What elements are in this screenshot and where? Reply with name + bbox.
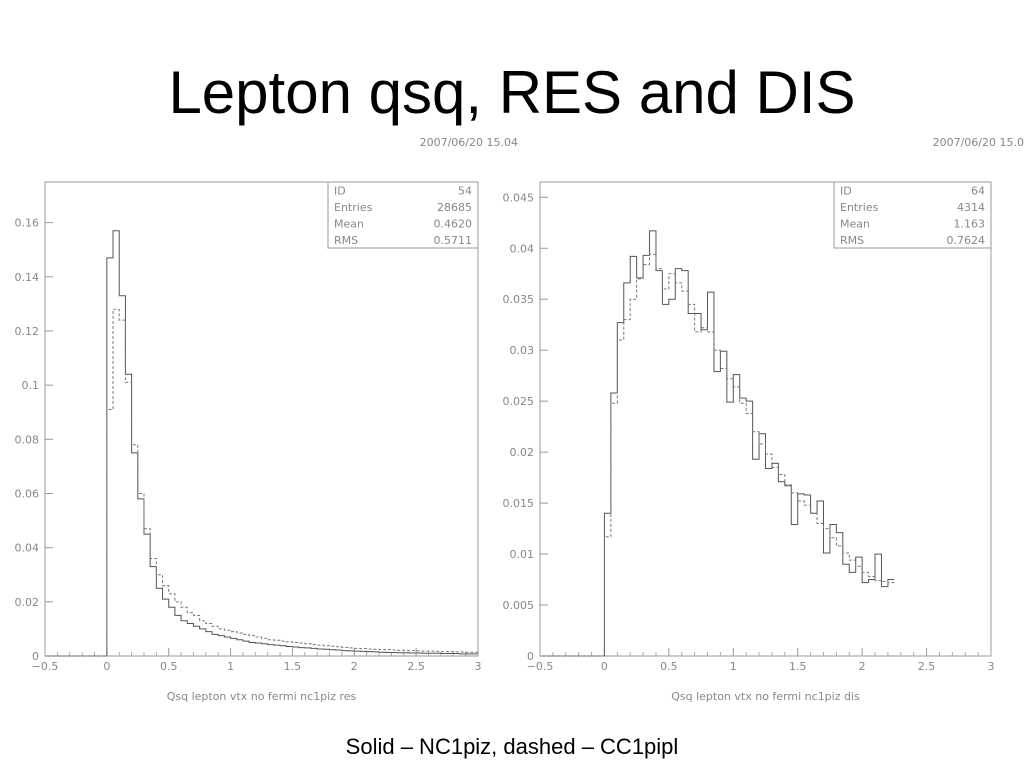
series-nc1piz-histogram [540,230,895,657]
y-tick-label: 0.04 [15,542,40,555]
y-tick-label: 0.035 [503,293,535,306]
x-tick-label: 1 [730,660,737,673]
x-tick-label: 2.5 [407,660,425,673]
stats-value: 0.5711 [434,234,473,247]
x-axis-label: Qsq lepton vtx no fermi nc1piz dis [671,690,860,703]
stats-value: 0.7624 [947,234,986,247]
plot-frame [539,181,992,657]
y-tick-label: 0.04 [510,242,535,255]
y-tick-label: 0.06 [15,487,40,500]
series-cc1pipl-histogram [45,308,478,657]
stats-label: ID [334,185,346,198]
stats-value: 1.163 [954,218,986,231]
slide-title: Lepton qsq, RES and DIS [168,59,856,126]
x-tick-label: 1.5 [789,660,807,673]
stats-label: ID [840,185,852,198]
x-tick-label: 1 [227,660,234,673]
y-tick-label: 0 [32,650,39,663]
y-tick-label: 0.02 [15,596,40,609]
x-tick-label: 3 [475,660,482,673]
chart-res: 2007/06/20 15.04−0.5 0 0.5 1 1.5 2 2.5 300.020.… [15,136,519,703]
y-tick-label: 0.015 [503,497,535,510]
stats-label: RMS [840,234,864,247]
x-tick-label: −0.5 [527,660,554,673]
y-tick-label: 0.005 [503,599,535,612]
y-tick-label: 0.02 [510,446,535,459]
x-tick-label: 1.5 [284,660,302,673]
stats-value: 4314 [957,201,985,214]
stats-label: Mean [840,218,870,231]
y-tick-label: 0.08 [15,433,40,446]
stats-value: 54 [458,185,472,198]
y-tick-label: 0.025 [503,395,535,408]
stats-value: 28685 [437,201,472,214]
y-tick-label: 0.12 [15,325,40,338]
x-tick-label: 2.5 [918,660,936,673]
y-tick-label: 0.16 [15,217,40,230]
series-nc1piz-histogram [45,230,478,657]
y-tick-label: 0.01 [510,548,535,561]
x-tick-label: 0.5 [160,660,178,673]
stats-box [833,181,992,249]
plot-frame [44,181,479,657]
stats-box [327,181,479,249]
y-tick-label: 0.045 [503,191,535,204]
x-tick-label: 0.5 [660,660,678,673]
slide-caption: Solid – NC1piz, dashed – CC1pipl [345,734,679,759]
x-tick-label: 3 [988,660,995,673]
y-tick-label: 0.1 [22,379,40,392]
chart-dis: 2007/06/20 15.0−0.5 0 0.5 1 1.5 2 2.5 300.0050.… [503,136,1024,703]
x-tick-label: 2 [859,660,866,673]
stats-label: Entries [334,201,373,214]
x-tick-label: 2 [351,660,358,673]
y-tick-label: 0.03 [510,344,535,357]
stats-label: Mean [334,218,364,231]
stats-value: 64 [971,185,985,198]
x-tick-label: 0 [601,660,608,673]
y-tick-label: 0.14 [15,271,40,284]
x-tick-label: −0.5 [32,660,59,673]
x-axis-label: Qsq lepton vtx no fermi nc1piz res [167,690,357,703]
timestamp: 2007/06/20 15.04 [420,136,518,149]
y-tick-label: 0 [527,650,534,663]
timestamp: 2007/06/20 15.0 [933,136,1024,149]
stats-label: RMS [334,234,358,247]
series-cc1pipl-histogram [540,253,895,657]
stats-value: 0.4620 [434,218,473,231]
stats-label: Entries [840,201,879,214]
x-tick-label: 0 [103,660,110,673]
